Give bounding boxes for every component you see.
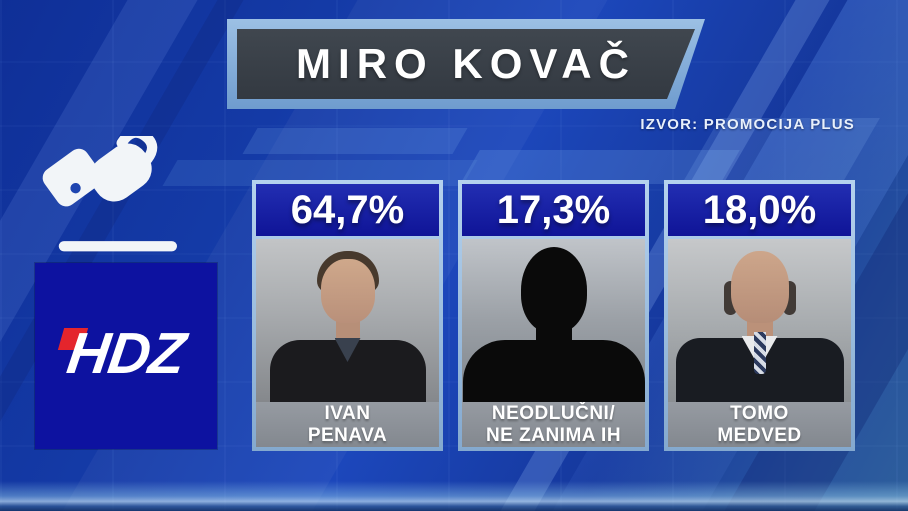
candidate-cards-row: 64,7% IVAN PENAVA 17,3% NEODLUČNI/: [252, 180, 855, 451]
hdz-party-logo: HDZ: [35, 263, 217, 449]
candidate-name-line2: PENAVA: [307, 424, 388, 446]
source-credit: IZVOR: PROMOCIJA PLUS: [640, 116, 855, 133]
candidate-card-undecided: 17,3% NEODLUČNI/ NE ZANIMA IH: [458, 180, 649, 451]
candidate-name: IVAN PENAVA: [256, 402, 439, 447]
candidate-name-line2: NE ZANIMA IH: [485, 424, 622, 446]
photo-face: [730, 251, 789, 323]
hdz-logo-text: HDZ: [63, 320, 189, 386]
candidate-name-line1: IVAN: [324, 403, 371, 425]
candidate-name-line1: NEODLUČNI/: [491, 403, 616, 425]
page-title: MIRO KOVAČ: [296, 40, 636, 87]
ballot-hand-icon: [34, 127, 198, 258]
candidate-name-line2: MEDVED: [717, 424, 802, 446]
tomo-medved-photo: [668, 239, 851, 402]
percent-value: 18,0%: [668, 184, 851, 236]
title-banner: MIRO KOVAČ: [227, 19, 705, 109]
candidate-name-line1: TOMO: [730, 403, 789, 425]
silhouette-shoulders: [462, 340, 645, 402]
candidate-name: NEODLUČNI/ NE ZANIMA IH: [462, 402, 645, 447]
background-parallelogram: [460, 150, 740, 184]
anonymous-silhouette-photo: [462, 239, 645, 402]
candidate-name: TOMO MEDVED: [668, 402, 851, 447]
photo-tie: [753, 332, 766, 374]
silhouette-head: [520, 247, 587, 333]
photo-face: [320, 259, 375, 323]
bottom-light-band: [0, 481, 908, 511]
percent-value: 64,7%: [256, 184, 439, 236]
title-banner-inner: MIRO KOVAČ: [237, 29, 695, 99]
percent-value: 17,3%: [462, 184, 645, 236]
candidate-card-penava: 64,7% IVAN PENAVA: [252, 180, 443, 451]
candidate-card-medved: 18,0% TOMO MEDVED: [664, 180, 855, 451]
background-parallelogram: [242, 128, 468, 154]
ivan-penava-photo: [256, 239, 439, 402]
